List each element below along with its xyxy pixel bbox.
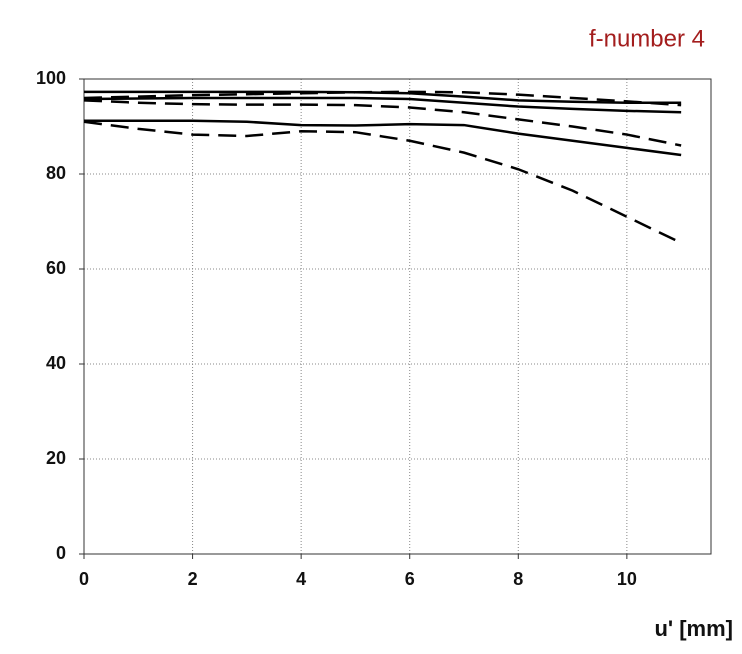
x-tick-label: 10 — [617, 569, 637, 589]
x-tick-label: 8 — [513, 569, 523, 589]
x-tick-label: 6 — [405, 569, 415, 589]
x-tick-label: 2 — [188, 569, 198, 589]
x-tick-label: 4 — [296, 569, 306, 589]
series-line — [83, 120, 682, 245]
plot-frame — [83, 78, 712, 555]
series-line — [83, 99, 682, 147]
y-tick-label: 40 — [46, 353, 66, 373]
series-line — [84, 119, 682, 157]
y-tick-label: 0 — [56, 543, 66, 563]
y-tick-label: 20 — [46, 448, 66, 468]
y-tick-label: 60 — [46, 258, 66, 278]
series-line — [83, 96, 682, 114]
chart-title: f-number 4 — [589, 25, 705, 52]
y-tick-label: 100 — [36, 68, 66, 88]
y-tick-label: 80 — [46, 163, 66, 183]
x-axis-label: u' [mm] — [654, 616, 733, 641]
x-tick-label: 0 — [79, 569, 89, 589]
series-line — [83, 90, 682, 107]
